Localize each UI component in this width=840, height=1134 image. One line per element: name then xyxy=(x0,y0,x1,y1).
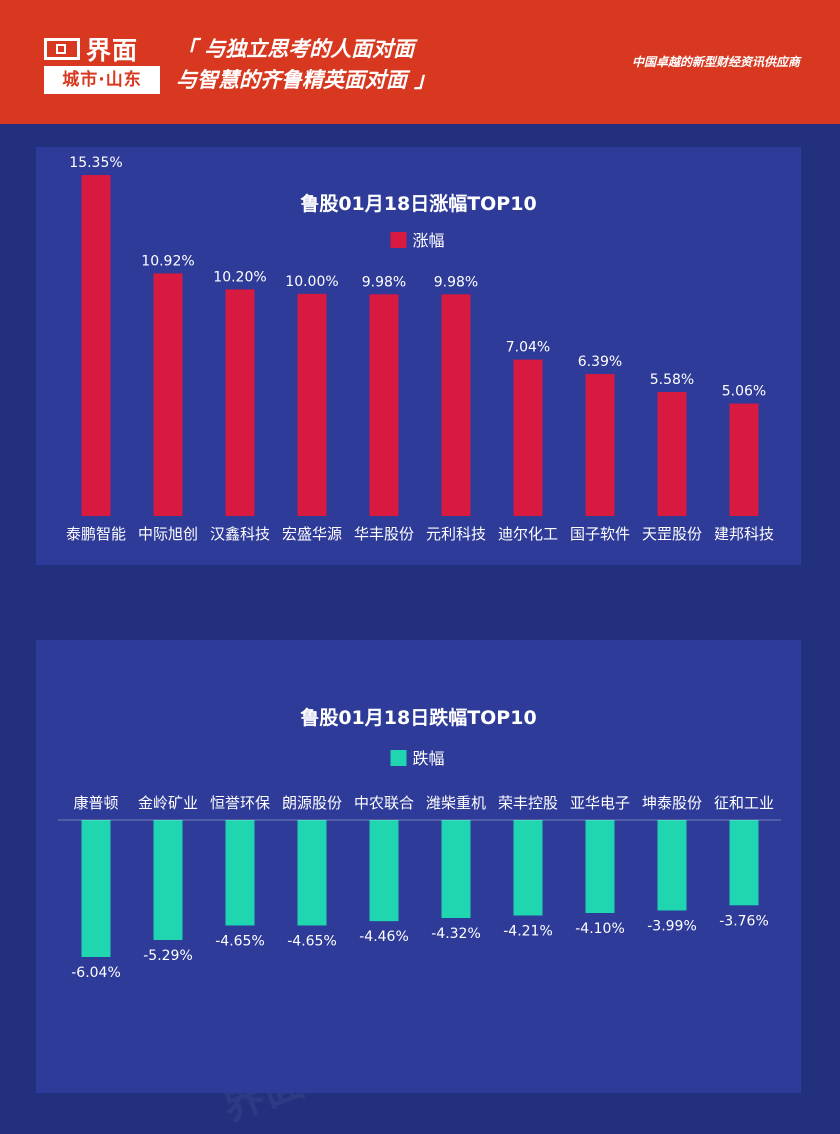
data-label: -3.76% xyxy=(719,913,769,929)
bar xyxy=(729,820,759,906)
losers-chart-panel: 鲁股01月18日跌幅TOP10 跌幅 -6.04% 康普顿 -5.29% 金岭矿业 -4.6… xyxy=(36,640,801,1093)
bar xyxy=(585,820,615,913)
chart-title: 鲁股01月18日涨幅TOP10 xyxy=(299,192,536,215)
bar xyxy=(441,294,471,516)
data-label: 10.00% xyxy=(285,274,338,290)
bar xyxy=(513,359,543,516)
category-label: 恒誉环保 xyxy=(210,794,270,812)
slogan-line-2: 与智慧的齐鲁精英面对面 」 xyxy=(176,68,436,92)
data-label: 9.98% xyxy=(434,274,478,290)
category-label: 荣丰控股 xyxy=(498,794,558,812)
data-label: 5.06% xyxy=(722,384,766,400)
losers-bar-chart: 鲁股01月18日跌幅TOP10 跌幅 -6.04% 康普顿 -5.29% 金岭矿业 -4.6… xyxy=(58,706,781,981)
logo-title: 界面 xyxy=(86,36,139,65)
category-label: 中际旭创 xyxy=(138,525,198,543)
logo-subtitle: 城市·山东 xyxy=(44,66,160,94)
slogan-line-1: 「 与独立思考的人面对面 xyxy=(176,37,415,61)
data-label: -5.29% xyxy=(143,948,193,964)
category-label: 国子软件 xyxy=(570,525,630,543)
legend-swatch xyxy=(390,232,407,248)
bar xyxy=(81,820,111,957)
bar xyxy=(513,820,543,916)
category-label: 汉鑫科技 xyxy=(210,525,270,543)
data-label: -4.21% xyxy=(503,923,553,939)
data-label: -3.99% xyxy=(647,919,697,935)
bar xyxy=(225,820,255,926)
brand-logo: 界面 城市·山东 xyxy=(44,32,160,98)
gainers-chart-panel: 鲁股01月18日涨幅TOP10 涨幅 15.35% 泰鹏智能 10.92% 中际旭创 10.… xyxy=(36,147,801,565)
bar xyxy=(585,374,615,516)
data-label: 15.35% xyxy=(69,155,122,171)
chart-title: 鲁股01月18日跌幅TOP10 xyxy=(299,706,536,729)
category-label: 征和工业 xyxy=(714,794,774,812)
bar xyxy=(81,175,111,516)
data-label: -4.32% xyxy=(431,926,481,942)
bar xyxy=(153,273,183,516)
category-label: 泰鹏智能 xyxy=(66,525,126,543)
header-banner: 界面 城市·山东 「 与独立思考的人面对面 与智慧的齐鲁精英面对面 」 中国卓越… xyxy=(0,0,840,124)
bar xyxy=(225,289,255,516)
category-label: 元利科技 xyxy=(426,525,486,543)
data-label: 10.92% xyxy=(141,253,194,269)
category-label: 亚华电子 xyxy=(570,794,630,812)
category-label: 宏盛华源 xyxy=(282,525,342,543)
category-label: 金岭矿业 xyxy=(138,794,198,812)
bar xyxy=(153,820,183,940)
logo-mark-icon xyxy=(44,38,80,60)
bar xyxy=(297,820,327,926)
bar xyxy=(297,293,327,516)
bar xyxy=(657,820,687,911)
data-label: -6.04% xyxy=(71,965,121,981)
category-label: 坤泰股份 xyxy=(642,794,702,812)
category-label: 迪尔化工 xyxy=(498,525,558,543)
bar xyxy=(657,392,687,516)
bar xyxy=(369,294,399,516)
data-label: 5.58% xyxy=(650,372,694,388)
data-label: 10.20% xyxy=(213,269,266,285)
legend-label: 跌幅 xyxy=(413,749,445,768)
legend-label: 涨幅 xyxy=(413,231,445,250)
data-label: 6.39% xyxy=(578,354,622,370)
bar xyxy=(369,820,399,922)
data-label: -4.10% xyxy=(575,921,625,937)
data-label: 7.04% xyxy=(506,340,550,356)
data-label: 9.98% xyxy=(362,274,406,290)
bar xyxy=(441,820,471,918)
category-label: 建邦科技 xyxy=(714,525,774,543)
category-label: 华丰股份 xyxy=(354,525,414,543)
category-label: 朗源股份 xyxy=(282,794,342,812)
category-label: 康普顿 xyxy=(73,794,118,812)
category-label: 天罡股份 xyxy=(642,525,702,543)
category-label: 中农联合 xyxy=(354,794,414,812)
gainers-bar-chart: 鲁股01月18日涨幅TOP10 涨幅 15.35% 泰鹏智能 10.92% 中际旭创 10.… xyxy=(66,155,774,543)
data-label: -4.65% xyxy=(287,933,337,949)
slogan: 「 与独立思考的人面对面 与智慧的齐鲁精英面对面 」 xyxy=(176,34,435,96)
legend-swatch xyxy=(390,750,407,766)
category-label: 潍柴重机 xyxy=(426,794,486,812)
bar xyxy=(729,403,759,516)
data-label: -4.65% xyxy=(215,933,265,949)
tagline: 中国卓越的新型财经资讯供应商 xyxy=(631,55,800,69)
data-label: -4.46% xyxy=(359,929,409,945)
